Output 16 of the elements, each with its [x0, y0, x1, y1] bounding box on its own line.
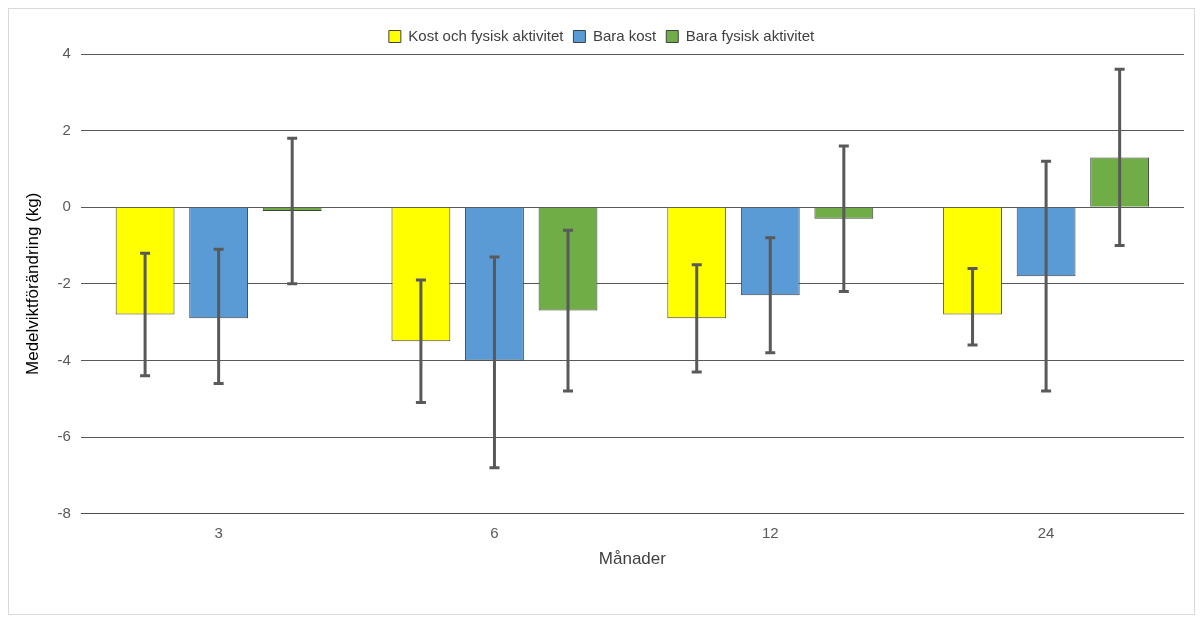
y-tick-label: 2: [62, 120, 71, 138]
x-tick-label: 3: [214, 523, 223, 541]
y-tick-label: -6: [57, 427, 71, 445]
legend-label: Bara kost: [592, 26, 658, 44]
x-axis-title: Månader: [598, 549, 667, 569]
y-tick-label: -8: [57, 503, 71, 521]
y-axis-title: Medelviktförändring (kg): [22, 192, 42, 375]
legend-label: Kost och fysisk aktivitet: [408, 26, 565, 44]
x-tick-label: 12: [761, 523, 779, 541]
x-tick-label: 24: [1037, 523, 1055, 541]
y-tick-label: 4: [62, 44, 71, 62]
y-tick-label: 0: [62, 197, 71, 215]
legend-label: Bara fysisk aktivitet: [685, 26, 815, 44]
y-tick-label: -2: [57, 273, 71, 291]
y-tick-label: -4: [57, 350, 71, 368]
x-tick-label: 6: [490, 523, 499, 541]
